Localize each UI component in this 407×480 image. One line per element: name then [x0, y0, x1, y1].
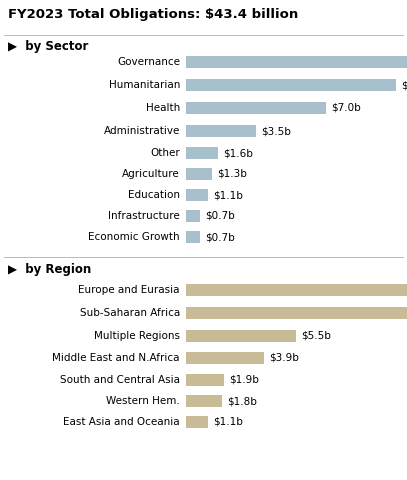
Bar: [186, 56, 407, 68]
Text: Infrastructure: Infrastructure: [108, 211, 180, 221]
Bar: [186, 79, 396, 91]
Text: $1.8b: $1.8b: [227, 396, 257, 406]
Bar: [186, 189, 208, 201]
Text: ▶  by Sector: ▶ by Sector: [8, 40, 88, 53]
Text: South and Central Asia: South and Central Asia: [60, 375, 180, 385]
Bar: [186, 416, 208, 428]
Text: Education: Education: [128, 190, 180, 200]
Text: $7.0b: $7.0b: [331, 103, 361, 113]
Text: Health: Health: [146, 103, 180, 113]
Bar: [186, 284, 407, 296]
Text: $1.1b: $1.1b: [213, 417, 243, 427]
Bar: [186, 147, 218, 159]
Text: $3.9b: $3.9b: [269, 353, 299, 363]
Bar: [186, 330, 296, 342]
Text: $1.6b: $1.6b: [223, 148, 253, 158]
Bar: [186, 395, 222, 407]
Bar: [186, 125, 256, 137]
Text: $5.5b: $5.5b: [301, 331, 331, 341]
Bar: [186, 210, 200, 222]
Text: $1.1b: $1.1b: [213, 190, 243, 200]
Text: $1.9b: $1.9b: [229, 375, 259, 385]
Bar: [186, 374, 224, 386]
Text: East Asia and Oceania: East Asia and Oceania: [63, 417, 180, 427]
Text: $3.5b: $3.5b: [261, 126, 291, 136]
Bar: [186, 168, 212, 180]
Text: Humanitarian: Humanitarian: [109, 80, 180, 90]
Text: FY2023 Total Obligations: $43.4 billion: FY2023 Total Obligations: $43.4 billion: [8, 8, 298, 21]
Bar: [186, 231, 200, 243]
Text: Europe and Eurasia: Europe and Eurasia: [79, 285, 180, 295]
Text: Administrative: Administrative: [104, 126, 180, 136]
Text: Economic Growth: Economic Growth: [88, 232, 180, 242]
Text: $10.5b: $10.5b: [401, 80, 407, 90]
Text: $0.7b: $0.7b: [205, 232, 235, 242]
Text: Multiple Regions: Multiple Regions: [94, 331, 180, 341]
Text: ▶  by Region: ▶ by Region: [8, 263, 91, 276]
Text: Middle East and N.Africa: Middle East and N.Africa: [53, 353, 180, 363]
Text: Sub-Saharan Africa: Sub-Saharan Africa: [80, 308, 180, 318]
Text: Governance: Governance: [117, 57, 180, 67]
Bar: [186, 102, 326, 114]
Text: Other: Other: [150, 148, 180, 158]
Bar: [186, 307, 407, 319]
Text: Agriculture: Agriculture: [122, 169, 180, 179]
Text: $1.3b: $1.3b: [217, 169, 247, 179]
Text: $0.7b: $0.7b: [205, 211, 235, 221]
Bar: [186, 352, 264, 364]
Text: Western Hem.: Western Hem.: [106, 396, 180, 406]
